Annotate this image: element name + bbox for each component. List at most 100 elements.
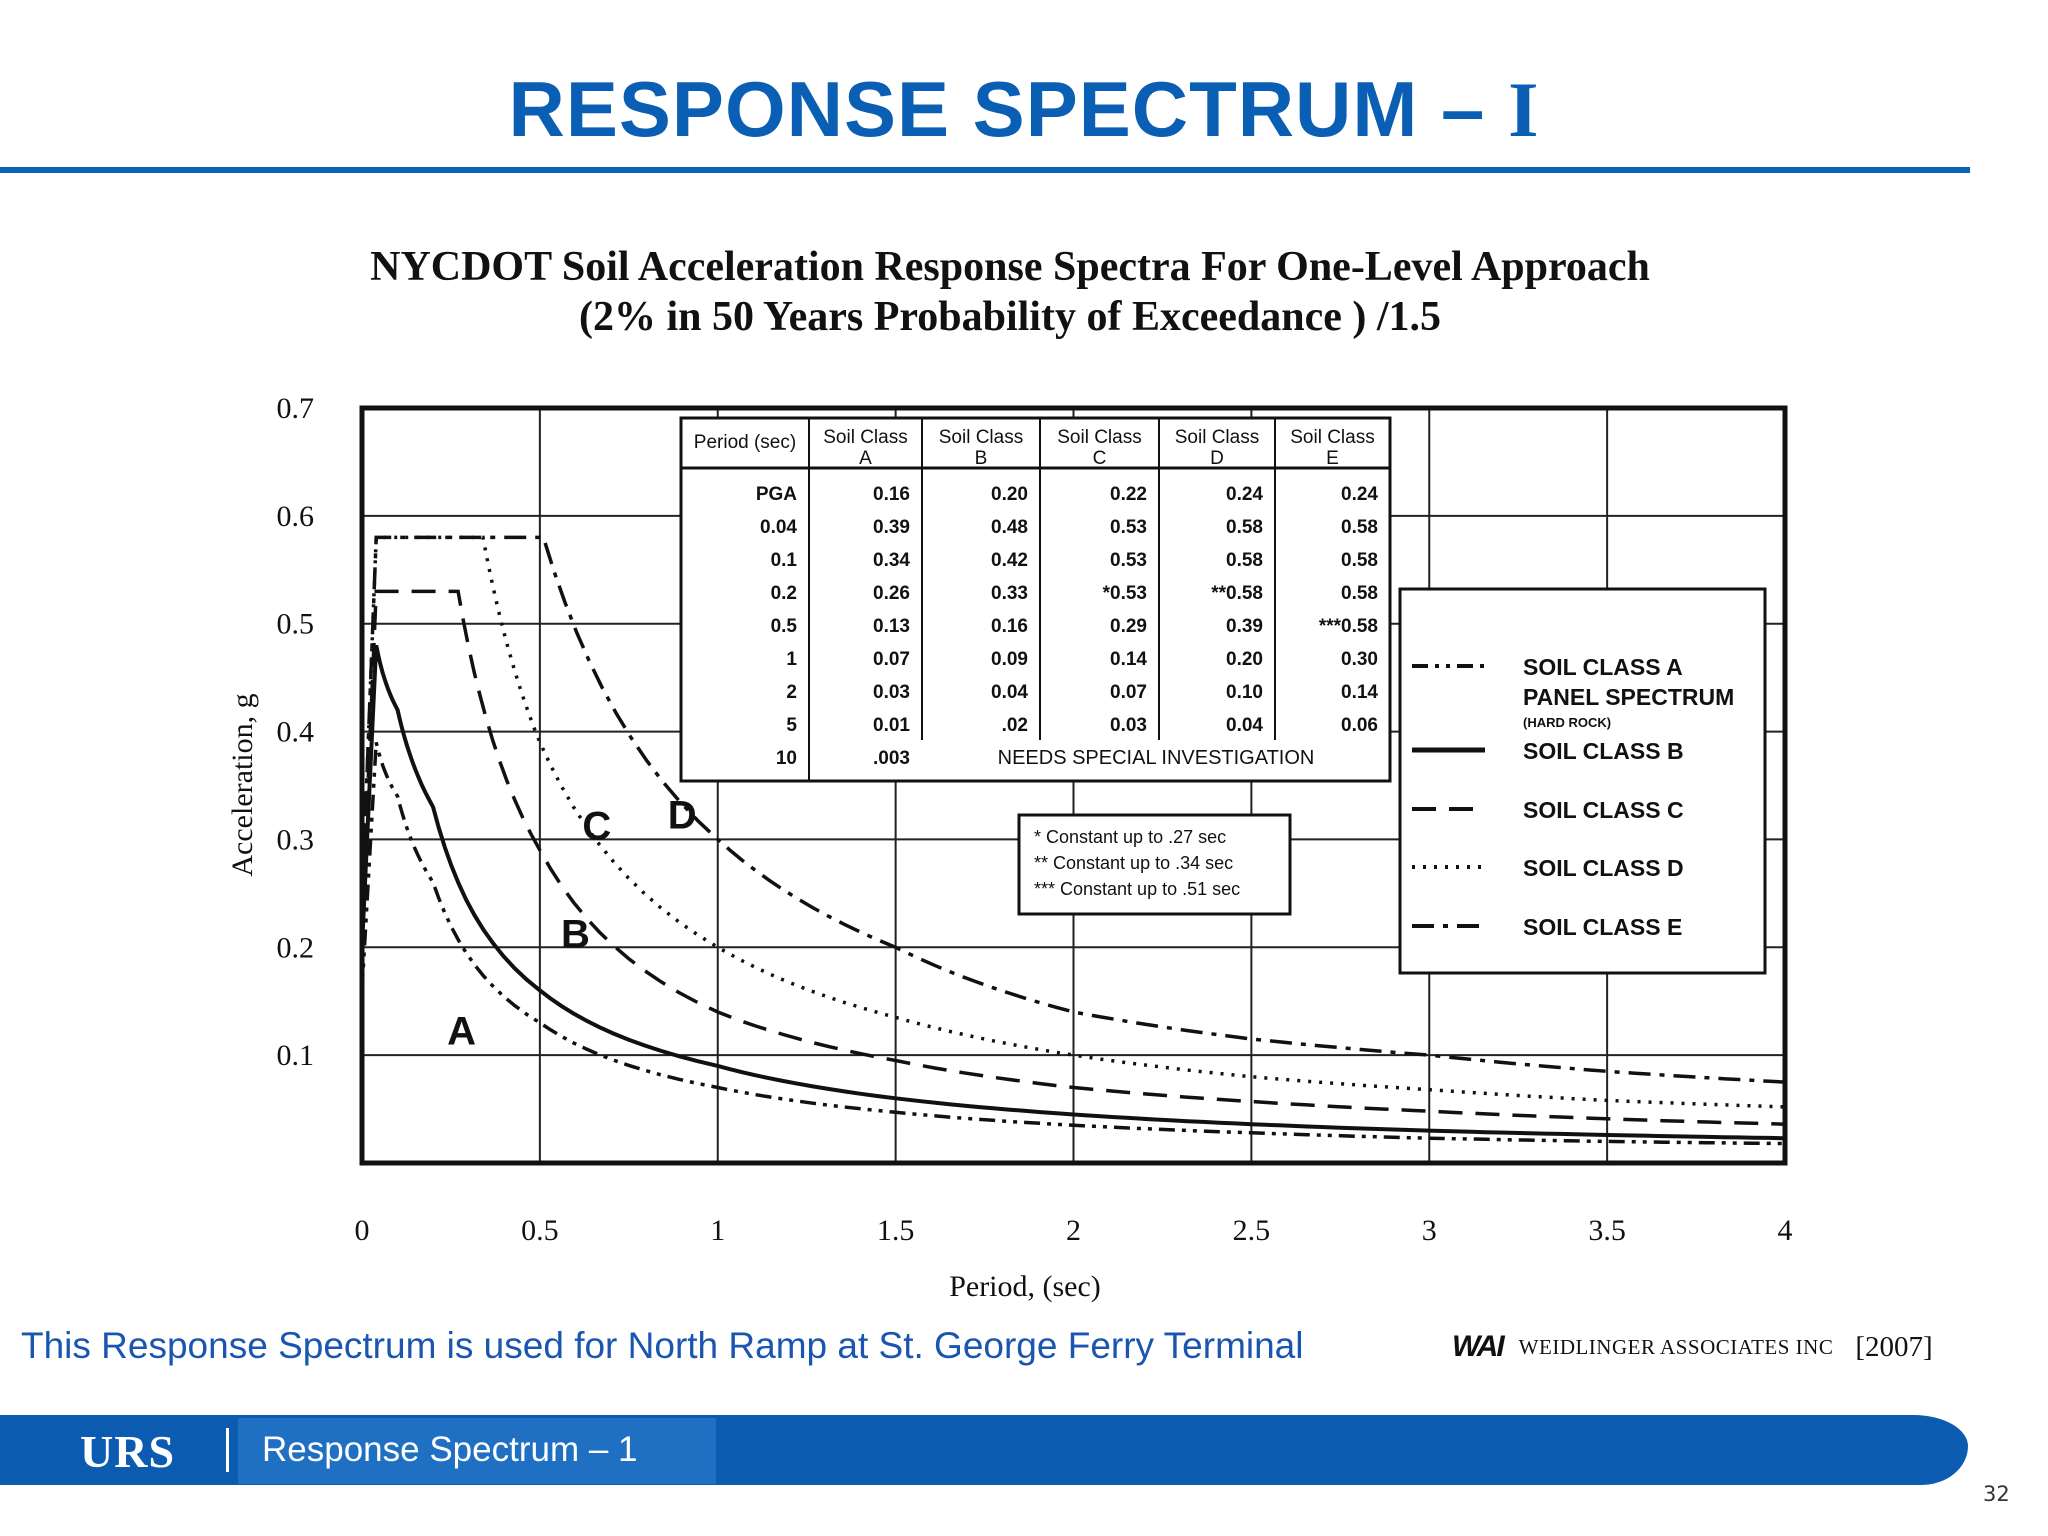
curve-label-b: B	[561, 912, 590, 956]
values-table-cell: 0.04	[1226, 715, 1263, 736]
values-table-cell: 0.14	[1110, 649, 1147, 670]
values-table-cell: 0.16	[991, 616, 1028, 637]
values-table-cell: ***0.58	[1319, 616, 1378, 637]
curve-label-d: D	[668, 794, 697, 838]
legend-label-c: SOIL CLASS C	[1523, 797, 1684, 823]
legend-extra: PANEL SPECTRUM	[1523, 684, 1734, 710]
series-curve-c	[360, 589, 1786, 1126]
values-table-cell: 0.53	[1110, 517, 1147, 538]
values-table-cell: 0.1	[771, 550, 798, 571]
slide-title-text: RESPONSE SPECTRUM –	[508, 65, 1509, 153]
values-table-cell: 0.20	[1226, 649, 1263, 670]
values-table-cell: 0.24	[1341, 484, 1378, 505]
values-table-header: Soil Class	[823, 427, 907, 448]
values-table-header-class: E	[1326, 448, 1339, 469]
y-axis-label: Acceleration, g	[226, 693, 259, 876]
credit-block: WAI WEIDLINGER ASSOCIATES INC [2007]	[1452, 1330, 1933, 1364]
values-table-header: Soil Class	[939, 427, 1023, 448]
values-table-frame	[679, 416, 1392, 783]
weidlinger-logo: WAI	[1452, 1330, 1505, 1363]
values-table-cell: **0.58	[1211, 583, 1263, 604]
x-tick-label: 4	[1778, 1214, 1793, 1247]
series-curve-a	[360, 741, 1786, 1146]
values-table-cell: 0.26	[873, 583, 910, 604]
curve-label-c: C	[582, 804, 611, 848]
slide-title: RESPONSE SPECTRUM – I	[0, 64, 2048, 155]
values-table-header-class: C	[1093, 448, 1107, 469]
y-tick-label: 0.4	[277, 716, 315, 749]
slide-title-roman: I	[1508, 66, 1540, 153]
values-table-header: Period (sec)	[694, 432, 796, 453]
x-tick-label: 0	[355, 1214, 370, 1247]
x-axis-label: Period, (sec)	[949, 1270, 1101, 1303]
series-curve-b	[360, 644, 1786, 1141]
values-table-cell: .02	[1002, 715, 1028, 736]
plot-frame	[359, 405, 1788, 1166]
values-table-cell: 0.42	[991, 550, 1028, 571]
credit-year: [2007]	[1855, 1330, 1933, 1363]
response-spectrum-chart: NYCDOT Soil Acceleration Response Spectr…	[226, 244, 1793, 1303]
slide-caption: This Response Spectrum is used for North…	[21, 1325, 1304, 1366]
values-table-cell: 0.06	[1341, 715, 1378, 736]
values-table-header: Soil Class	[1057, 427, 1141, 448]
values-table-cell: 2	[786, 682, 797, 703]
constants-note: ** Constant up to .34 sec	[1034, 853, 1233, 873]
y-tick-label: 0.7	[277, 392, 315, 425]
values-table-cell: 0.07	[873, 649, 910, 670]
values-table-cell: 0.29	[1110, 616, 1147, 637]
values-table-cell: 0.24	[1226, 484, 1263, 505]
legend-label-e: SOIL CLASS E	[1523, 914, 1682, 940]
values-table-cell: 0.48	[991, 517, 1028, 538]
y-tick-label: 0.6	[277, 500, 315, 533]
values-table-note: NEEDS SPECIAL INVESTIGATION	[998, 747, 1315, 769]
x-tick-label: 1	[710, 1214, 725, 1247]
x-tick-label: 3.5	[1588, 1214, 1626, 1247]
values-table-header-class: D	[1210, 448, 1224, 469]
constants-note: * Constant up to .27 sec	[1034, 827, 1226, 847]
values-table-cell: *0.53	[1103, 583, 1147, 604]
values-table-cell: 0.39	[1226, 616, 1263, 637]
values-table-cell: 1	[786, 649, 797, 670]
values-table-cell: 0.58	[1226, 550, 1263, 571]
values-table-cell: 0.01	[873, 715, 910, 736]
chart-title-line2: (2% in 50 Years Probability of Exceedanc…	[579, 294, 1441, 340]
curve-label-a: A	[447, 1009, 476, 1053]
constants-note-box	[1017, 813, 1292, 916]
values-table-cell: 0.09	[991, 649, 1028, 670]
values-table-cell: 0.58	[1341, 550, 1378, 571]
y-tick-label: 0.2	[277, 931, 315, 964]
values-table-cell: 0.03	[1110, 715, 1147, 736]
x-tick-label: 2.5	[1233, 1214, 1271, 1247]
values-table-header-class: A	[859, 448, 872, 469]
values-table-cell: 0.22	[1110, 484, 1147, 505]
urs-logo: URS	[80, 1426, 176, 1477]
credit-name: WEIDLINGER ASSOCIATES INC	[1518, 1334, 1834, 1359]
values-table-cell: 0.07	[1110, 682, 1147, 703]
values-table-cell: 0.34	[873, 550, 910, 571]
x-tick-label: 0.5	[521, 1214, 559, 1247]
values-table-cell: 0.14	[1341, 682, 1378, 703]
x-tick-label: 2	[1066, 1214, 1081, 1247]
page-number: 32	[1983, 1482, 2010, 1506]
title-divider	[0, 167, 1970, 173]
values-table-cell: 0.2	[771, 583, 797, 604]
values-table-cell: 0.04	[991, 682, 1028, 703]
values-table-cell: .003	[873, 748, 910, 769]
values-table-cell: PGA	[756, 484, 797, 505]
values-table-header: Soil Class	[1175, 427, 1259, 448]
footer-section-label: Response Spectrum – 1	[238, 1418, 716, 1484]
values-table-cell: 0.13	[873, 616, 910, 637]
values-table-cell: 0.58	[1341, 517, 1378, 538]
legend-label-d: SOIL CLASS D	[1523, 855, 1684, 881]
y-tick-label: 0.5	[277, 608, 315, 641]
constants-note: *** Constant up to .51 sec	[1034, 879, 1240, 899]
legend-label-b: SOIL CLASS B	[1523, 738, 1684, 764]
values-table-header-class: B	[975, 448, 988, 469]
values-table-header: Soil Class	[1290, 427, 1374, 448]
values-table-cell: 5	[786, 715, 797, 736]
values-table-cell: 0.53	[1110, 550, 1147, 571]
footer-label-text: Response Spectrum – 1	[262, 1430, 638, 1469]
values-table-cell: 0.39	[873, 517, 910, 538]
values-table-cell: 0.58	[1341, 583, 1378, 604]
values-table-cell: 0.20	[991, 484, 1028, 505]
